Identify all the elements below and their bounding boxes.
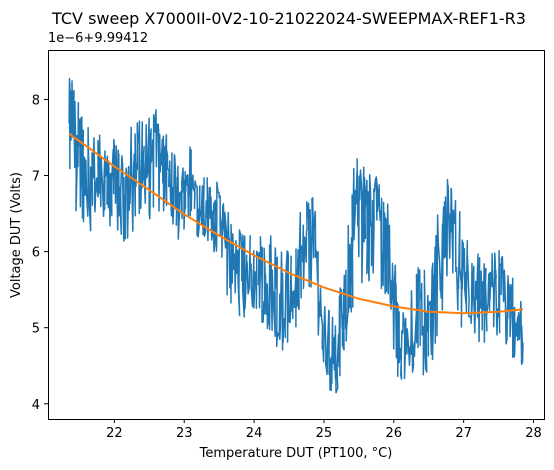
series-line-fit	[68, 132, 524, 315]
y-axis: 4 5 6 7 8	[32, 93, 48, 413]
plot-frame	[48, 50, 545, 420]
series-line-voltage	[68, 77, 524, 394]
x-tick-label: 27	[455, 426, 472, 441]
x-tick-label: 23	[176, 426, 193, 441]
x-tick-label: 22	[106, 426, 123, 441]
x-tick-label: 28	[525, 426, 542, 441]
x-tick-label: 26	[386, 426, 403, 441]
chart-title: TCV sweep X7000II-0V2-10-21022024-SWEEPM…	[51, 9, 526, 28]
y-tick-label: 8	[32, 93, 40, 108]
y-tick-label: 4	[32, 398, 40, 413]
x-axis: 22 23 24 25 26 27 28	[106, 419, 542, 441]
x-axis-label: Temperature DUT (PT100, °C)	[199, 446, 393, 461]
y-tick-label: 5	[32, 322, 40, 337]
y-axis-label: Voltage DUT (Volts)	[9, 172, 24, 298]
x-tick-label: 25	[316, 426, 333, 441]
plot-area	[68, 77, 524, 394]
y-tick-label: 6	[32, 246, 40, 261]
y-offset-label: 1e−6+9.99412	[48, 31, 148, 46]
x-tick-label: 24	[246, 426, 263, 441]
y-tick-label: 7	[32, 170, 40, 185]
